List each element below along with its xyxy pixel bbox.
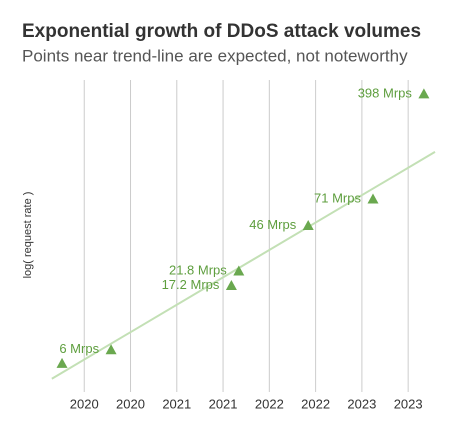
x-tick-label: 2023 xyxy=(347,396,376,411)
x-tick-label: 2022 xyxy=(255,396,284,411)
data-label: 46 Mrps xyxy=(249,217,296,232)
x-tick-label: 2020 xyxy=(70,396,99,411)
point xyxy=(418,88,430,99)
point xyxy=(233,265,245,276)
point xyxy=(302,220,314,231)
data-label: 21.8 Mrps xyxy=(169,262,227,277)
chart-subtitle: Points near trend-line are expected, not… xyxy=(22,46,408,65)
point xyxy=(367,193,379,204)
x-tick-label: 2021 xyxy=(162,396,191,411)
trend-line xyxy=(51,151,436,380)
point xyxy=(105,344,117,355)
x-tick-label: 2021 xyxy=(209,396,238,411)
data-label: 6 Mrps xyxy=(59,341,99,356)
x-tick-label: 2023 xyxy=(394,396,423,411)
point xyxy=(225,280,237,291)
data-label: 17.2 Mrps xyxy=(162,277,220,292)
x-tick-label: 2022 xyxy=(301,396,330,411)
point xyxy=(56,357,68,368)
x-tick-label: 2020 xyxy=(116,396,145,411)
chart-title: Exponential growth of DDoS attack volume… xyxy=(22,21,421,42)
y-axis-label: log( request rate ) xyxy=(22,192,34,279)
data-label: 398 Mrps xyxy=(358,85,413,100)
data-label: 71 Mrps xyxy=(314,190,361,205)
